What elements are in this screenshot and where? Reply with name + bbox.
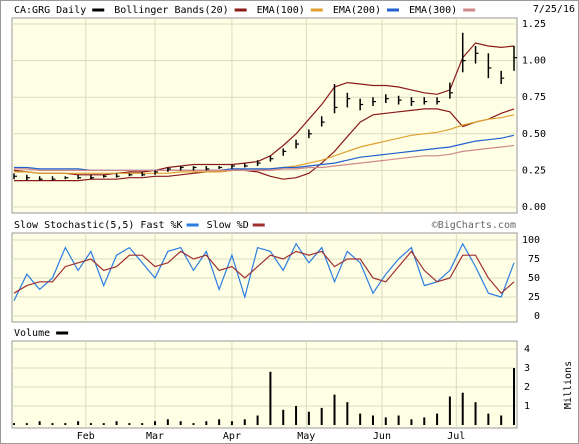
volume-bar	[192, 423, 195, 425]
y-tick-label: 75	[528, 254, 540, 265]
legend-label: EMA(300)	[409, 5, 457, 16]
x-tick-label: Jun	[373, 431, 391, 442]
volume-bar	[38, 421, 41, 425]
volume-bar	[436, 413, 439, 425]
volume-bar	[256, 415, 259, 425]
legend-label: Slow %D	[207, 220, 249, 231]
price-plot	[11, 17, 518, 214]
y-tick-label: 4	[524, 344, 530, 355]
y-tick-label: 50	[528, 273, 540, 284]
ema-line	[14, 114, 515, 174]
volume-bar	[154, 421, 157, 425]
volume-bar	[166, 419, 169, 425]
y-tick-label: 1.00	[522, 56, 546, 67]
x-tick-label: Feb	[77, 431, 95, 442]
x-tick-label: Jul	[447, 431, 465, 442]
volume-bar	[333, 394, 336, 425]
volume-bar	[51, 423, 54, 425]
volume-bar	[64, 423, 67, 425]
bollinger-band	[13, 42, 515, 176]
x-tick-label: Apr	[223, 431, 241, 442]
volume-bar	[397, 415, 400, 425]
volume-bar	[205, 421, 208, 425]
y-tick-label: 25	[528, 292, 540, 303]
x-tick-label: Mar	[146, 431, 164, 442]
volume-bar	[13, 423, 15, 425]
y-tick-label: 3	[524, 363, 530, 374]
volume-bar	[500, 415, 503, 425]
volume-bar	[384, 417, 387, 425]
volume-bar	[282, 409, 285, 425]
y-tick-label: 0.00	[522, 202, 546, 213]
legend-label: Volume	[14, 328, 50, 339]
y-tick-label: 100	[522, 235, 540, 246]
volume-bar	[423, 417, 426, 425]
y-tick-label: 0.50	[522, 129, 546, 140]
volume-bar	[179, 421, 182, 425]
y-tick-label: 0.75	[522, 92, 546, 103]
volume-bar	[89, 423, 92, 425]
volume-bar	[448, 396, 451, 425]
volume-bar	[77, 421, 80, 425]
volume-bar	[141, 423, 144, 425]
volume-bar	[320, 407, 323, 425]
volume-bar	[461, 392, 464, 425]
legend-label: CA:GRG Daily	[14, 5, 86, 16]
date: 7/25/16	[533, 4, 575, 15]
volume-bar	[359, 413, 362, 425]
legend-label: EMA(100)	[257, 5, 305, 16]
volume-bar	[295, 406, 298, 425]
volume-bar	[25, 423, 28, 425]
volume-bar	[243, 419, 246, 425]
volume-bar	[115, 421, 118, 425]
y-axis-label: Millions	[563, 361, 574, 409]
panel-title: Slow Stochastic(5,5)	[14, 220, 134, 231]
volume-bar	[474, 402, 477, 425]
volume-bar	[269, 371, 272, 425]
volume-bar	[410, 419, 413, 425]
bollinger-band	[14, 108, 515, 182]
volume-bar	[218, 419, 221, 425]
y-tick-label: 0.25	[522, 165, 546, 176]
y-tick-label: 1	[524, 401, 530, 412]
ema-line	[14, 144, 515, 171]
legend-label: Bollinger Bands(20)	[114, 5, 228, 16]
volume-bar	[307, 411, 310, 425]
y-tick-label: 1.25	[522, 19, 546, 30]
y-tick-label: 2	[524, 382, 530, 393]
legend-label: EMA(200)	[333, 5, 381, 16]
x-tick-label: May	[297, 431, 315, 442]
volume-bar	[371, 415, 374, 425]
volume-bar	[230, 421, 233, 425]
volume-plot	[11, 340, 518, 429]
volume-bar	[513, 368, 515, 425]
volume-bar	[487, 413, 490, 425]
volume-bar	[128, 423, 131, 425]
volume-bar	[102, 423, 105, 425]
volume-bar	[346, 402, 349, 425]
stochastic-line	[13, 250, 515, 295]
y-tick-label: 0	[534, 311, 540, 322]
legend-label: Fast %K	[140, 220, 182, 231]
watermark: ©BigCharts.com	[432, 220, 516, 231]
stochastic-line	[13, 242, 515, 302]
